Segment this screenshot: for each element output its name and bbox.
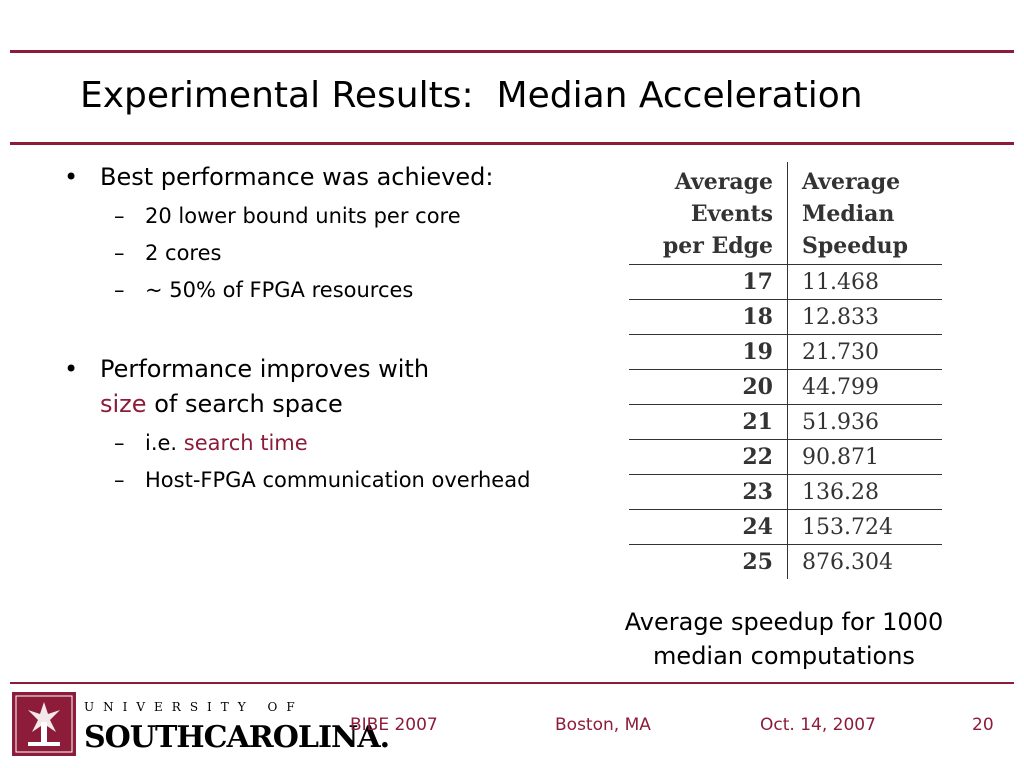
top-rule	[10, 50, 1014, 53]
sub-item: – i.e. search time	[100, 428, 542, 459]
footer-rule	[10, 682, 1014, 684]
sub-list: – i.e. search time – Host-FPGA communica…	[100, 428, 542, 496]
sub-dash: –	[114, 278, 125, 302]
footer-date: Oct. 14, 2007	[760, 715, 876, 735]
bullet-text: Best performance was achieved:	[100, 163, 494, 191]
table-row: 19 21.730	[629, 334, 942, 370]
cell-events: 23	[629, 474, 788, 510]
header-speedup: Average Median Speedup	[787, 162, 942, 265]
sub-item: – ~ 50% of FPGA resources	[100, 275, 542, 306]
bullet-text: of search space	[154, 390, 343, 418]
cell-speedup: 153.724	[787, 509, 942, 545]
cell-speedup: 11.468	[787, 264, 942, 300]
caption-line: Average speedup for 1000	[624, 608, 944, 636]
bullet-item: • Best performance was achieved:	[62, 160, 542, 195]
sub-text: Host-FPGA communication overhead	[145, 468, 531, 492]
speedup-table: Average Events per Edge Average Median S…	[629, 162, 942, 579]
cell-events: 25	[629, 544, 788, 579]
cell-speedup: 136.28	[787, 474, 942, 510]
footer-location: Boston, MA	[555, 715, 651, 735]
university-seal-icon	[12, 692, 76, 756]
logo-top-text: UNIVERSITY OF	[84, 700, 304, 714]
university-logo: UNIVERSITY OF SOUTHCAROLINA.	[84, 700, 390, 755]
table-row: 20 44.799	[629, 369, 942, 405]
bullet-list: • Best performance was achieved: – 20 lo…	[62, 160, 542, 502]
sub-text: ~ 50% of FPGA resources	[145, 278, 414, 302]
footer-page-number: 20	[972, 715, 994, 735]
cell-speedup: 876.304	[787, 544, 942, 579]
slide-title: Experimental Results: Median Acceleratio…	[80, 75, 863, 116]
title-rule	[10, 142, 1014, 145]
cell-events: 17	[629, 264, 788, 300]
caption-line: median computations	[653, 642, 915, 670]
table-row: 24 153.724	[629, 509, 942, 545]
sub-text: i.e.	[145, 431, 178, 455]
table-row: 23 136.28	[629, 474, 942, 510]
data-table: Average Events per Edge Average Median S…	[629, 162, 942, 579]
sub-list: – 20 lower bound units per core – 2 core…	[100, 201, 542, 306]
cell-events: 24	[629, 509, 788, 545]
sub-item: – 20 lower bound units per core	[100, 201, 542, 232]
cell-speedup: 21.730	[787, 334, 942, 370]
table-row: 18 12.833	[629, 299, 942, 335]
sub-item: – 2 cores	[100, 238, 542, 269]
cell-events: 20	[629, 369, 788, 405]
sub-text: 2 cores	[145, 241, 222, 265]
cell-speedup: 44.799	[787, 369, 942, 405]
sub-item: – Host-FPGA communication overhead	[100, 465, 542, 496]
table-body: 17 11.468 18 12.833 19 21.730 20 44.799 21 51.936…	[629, 264, 942, 579]
sub-text: 20 lower bound units per core	[145, 204, 461, 228]
sub-dash: –	[114, 468, 125, 492]
table-row: 21 51.936	[629, 404, 942, 440]
bullet-dot: •	[64, 163, 79, 191]
table-header-row: Average Events per Edge Average Median S…	[629, 162, 942, 265]
cell-events: 18	[629, 299, 788, 335]
bullet-dot: •	[64, 355, 79, 383]
highlight-text: search time	[183, 431, 308, 455]
cell-events: 21	[629, 404, 788, 440]
cell-speedup: 51.936	[787, 404, 942, 440]
cell-events: 22	[629, 439, 788, 475]
sub-dash: –	[114, 204, 125, 228]
table-row: 25 876.304	[629, 544, 942, 579]
cell-speedup: 90.871	[787, 439, 942, 475]
table-row: 17 11.468	[629, 264, 942, 300]
cell-speedup: 12.833	[787, 299, 942, 335]
bullet-text: Performance improves with	[100, 355, 430, 383]
logo-bottom-text: SOUTHCAROLINA.	[84, 720, 390, 755]
cell-events: 19	[629, 334, 788, 370]
bullet-item: • Performance improves with size of sear…	[62, 352, 542, 422]
sub-dash: –	[114, 431, 125, 455]
footer-event: BIBE 2007	[350, 715, 438, 735]
header-events: Average Events per Edge	[629, 162, 788, 265]
highlight-text: size	[100, 390, 147, 418]
table-row: 22 90.871	[629, 439, 942, 475]
sub-dash: –	[114, 241, 125, 265]
table-caption: Average speedup for 1000 median computat…	[584, 605, 984, 673]
